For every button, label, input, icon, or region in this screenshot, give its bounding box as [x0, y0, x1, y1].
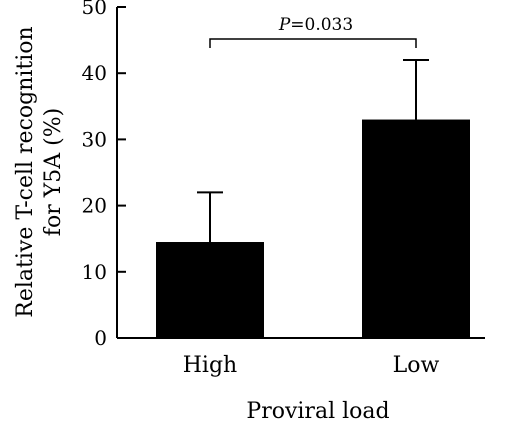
y-axis-title-line-2: for Y5A (%) — [41, 108, 66, 236]
y-tick-label: 40 — [82, 61, 107, 85]
p-value-text: =0.033 — [290, 15, 353, 35]
significance-annotation: P=0.033 — [209, 15, 417, 48]
x-tick-label-low: Low — [393, 353, 440, 378]
significance-bracket — [209, 38, 417, 48]
p-value-label: P=0.033 — [278, 15, 353, 35]
y-tick-label: 50 — [82, 0, 107, 19]
x-tick-labels: High Low — [183, 353, 440, 378]
y-tick-label: 20 — [82, 194, 107, 218]
y-tick-label: 30 — [82, 127, 107, 151]
y-axis-title: Relative T-cell recognition for Y5A (%) — [13, 26, 66, 317]
error-bars — [197, 58, 429, 243]
y-tick-label: 10 — [82, 260, 107, 284]
bar-high — [156, 242, 264, 338]
bars — [156, 119, 470, 338]
y-axis-title-line-1: Relative T-cell recognition — [13, 26, 38, 317]
x-tick-label-high: High — [183, 353, 237, 378]
x-axis-title: Proviral load — [246, 399, 389, 423]
p-value-prefix: P — [278, 15, 291, 35]
y-ticks: 0 10 20 30 40 50 — [82, 0, 126, 350]
bar-low — [362, 119, 470, 338]
y-tick-label: 0 — [94, 326, 107, 350]
